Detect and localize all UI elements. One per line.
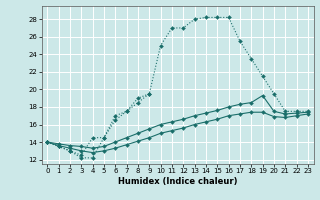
X-axis label: Humidex (Indice chaleur): Humidex (Indice chaleur) bbox=[118, 177, 237, 186]
